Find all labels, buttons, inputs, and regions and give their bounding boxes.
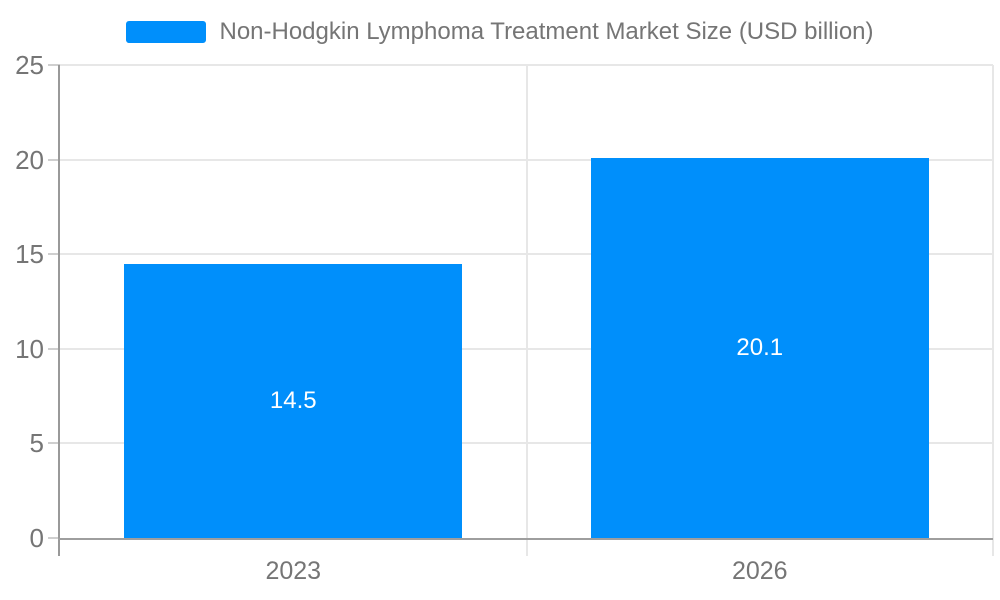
y-axis-line xyxy=(58,65,60,556)
legend-label: Non-Hodgkin Lymphoma Treatment Market Si… xyxy=(219,18,874,45)
x-axis-tick-label: 2023 xyxy=(265,557,322,585)
bar-2023[interactable] xyxy=(124,263,463,538)
y-axis-tick xyxy=(48,442,60,445)
gridline-vertical xyxy=(992,65,994,556)
legend-swatch xyxy=(126,21,207,43)
bar-value-label: 20.1 xyxy=(736,333,784,361)
gridline-vertical xyxy=(525,65,528,556)
y-axis-tick-label: 0 xyxy=(29,523,44,553)
y-axis-tick-label: 20 xyxy=(15,144,44,175)
y-axis-tick-label: 5 xyxy=(29,428,44,459)
y-axis-tick xyxy=(48,64,60,66)
x-axis-baseline xyxy=(58,538,993,540)
y-axis-tick-label: 10 xyxy=(15,333,44,364)
bar-2026[interactable] xyxy=(590,157,929,538)
legend[interactable]: Non-Hodgkin Lymphoma Treatment Market Si… xyxy=(0,18,1000,46)
y-axis-tick xyxy=(48,158,60,161)
bar-value-label: 14.5 xyxy=(269,386,317,414)
x-axis-tick-label: 2026 xyxy=(731,557,788,585)
y-axis-tick-label: 15 xyxy=(15,239,44,270)
y-axis-tick xyxy=(48,347,60,350)
y-axis-tick xyxy=(48,537,60,539)
y-axis-tick xyxy=(48,253,60,256)
y-axis-tick-label: 25 xyxy=(15,50,44,80)
